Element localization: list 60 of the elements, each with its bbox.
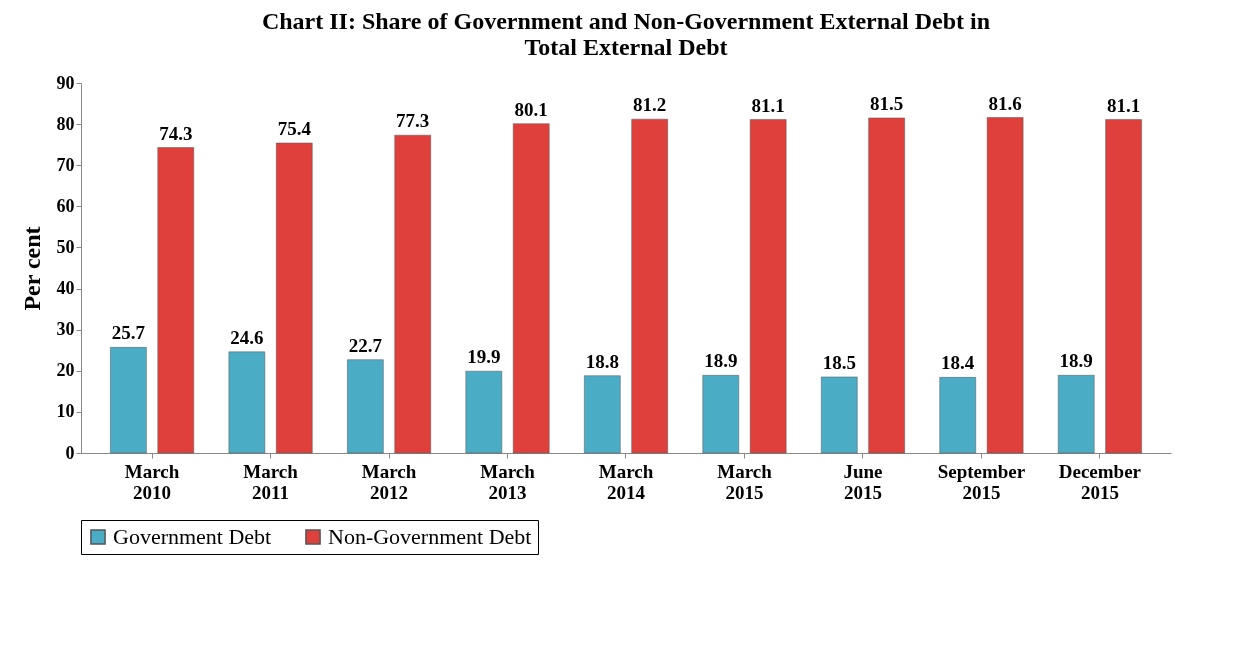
bar [110,347,147,454]
data-label: 81.1 [751,94,785,116]
bar [228,351,266,454]
bar [749,119,787,454]
data-label: 22.7 [348,334,383,356]
data-label: 18.9 [704,350,738,372]
data-label: 80.1 [514,98,548,120]
data-label: 81.1 [1106,94,1141,116]
x-tick-label: March 2010 [124,460,180,503]
x-tick-label: March 2011 [243,460,299,503]
bar [1057,375,1095,454]
bar [986,117,1024,454]
bar [465,370,503,454]
bar [1105,119,1142,454]
data-label: 18.8 [585,350,619,372]
data-label: 18.9 [1059,350,1093,372]
x-tick-label: March 2014 [598,460,654,503]
bar [276,142,313,454]
y-axis-title: Per cent [18,226,45,311]
x-tick-label: December 2015 [1058,460,1142,503]
text: Chart II: Share of Government and Non-Government External Debt in [261,8,991,34]
data-label: 75.4 [277,118,312,140]
bar [631,118,668,454]
y-tick-label: 40 [56,278,75,299]
x-tick-label: March 2013 [480,460,536,503]
x-tick-label: June 2015 [843,460,883,503]
bar [939,377,976,454]
bar [868,117,905,454]
bar [702,375,740,454]
bar [512,123,550,454]
y-tick-label: 80 [56,113,75,134]
data-label: 24.6 [230,326,264,348]
x-tick-label: March 2012 [361,460,417,503]
bar [821,376,858,454]
bar [584,375,621,454]
data-label: 74.3 [159,122,193,144]
bar [394,134,431,454]
legend-label: Government Debt [113,524,272,549]
text: Total External Debt [524,34,728,60]
y-tick-label: 0 [65,442,75,463]
y-tick-label: 50 [56,236,75,257]
x-tick-label: September 2015 [937,460,1026,503]
x-tick-label: March 2015 [717,460,773,503]
data-label: 19.9 [467,346,501,368]
data-label: 18.5 [822,351,856,373]
y-tick-label: 70 [56,154,75,175]
bar [347,359,384,454]
y-tick-label: 30 [56,319,75,340]
legend-label: Non-Government Debt [328,524,532,549]
bar [157,147,195,454]
data-label: 81.2 [633,94,667,116]
y-tick-label: 20 [56,360,75,381]
data-label: 77.3 [396,110,430,132]
y-tick-label: 90 [56,72,75,93]
y-tick-label: 10 [56,401,75,422]
data-label: 81.5 [870,92,904,114]
data-label: 81.6 [988,92,1022,114]
y-tick-label: 60 [56,195,75,216]
data-label: 25.7 [111,322,146,344]
data-label: 18.4 [941,352,975,374]
